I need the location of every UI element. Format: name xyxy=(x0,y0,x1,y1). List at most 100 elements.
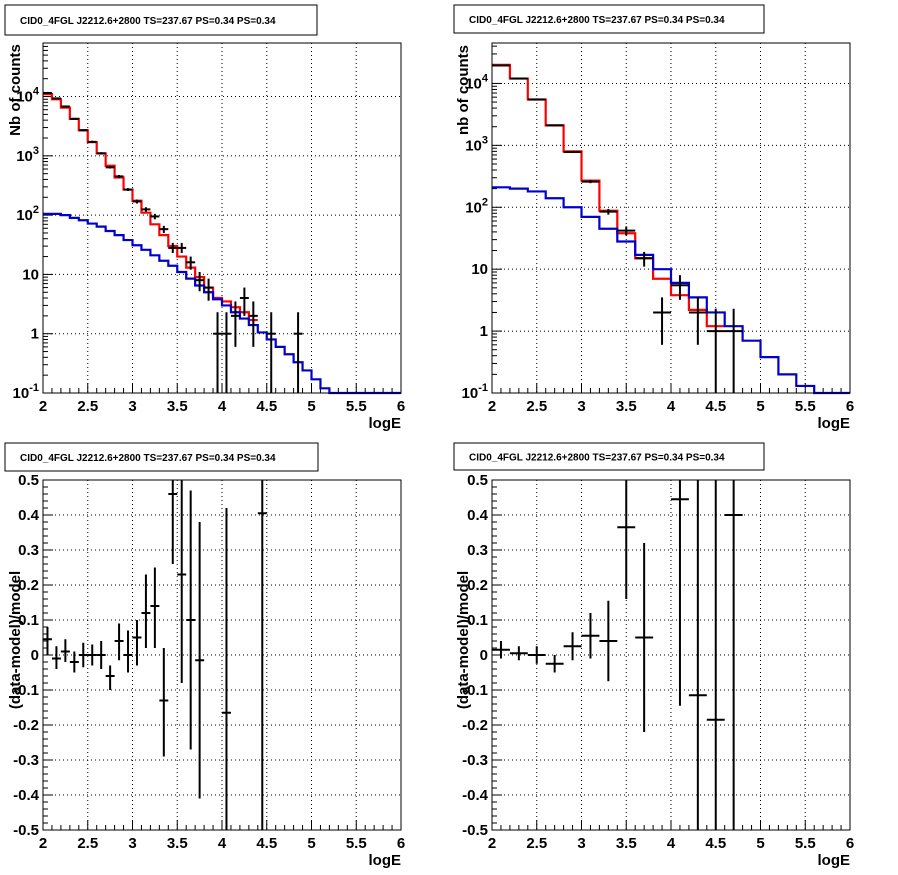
x-tick-label: 2.5 xyxy=(526,835,547,852)
x-axis-title: logE xyxy=(369,852,402,869)
data-point xyxy=(204,278,214,301)
data-point xyxy=(60,639,70,662)
data-point xyxy=(509,77,528,80)
data-point xyxy=(527,98,546,101)
x-tick-label: 2.5 xyxy=(77,398,98,415)
data-point xyxy=(105,166,115,169)
data-point xyxy=(617,480,636,599)
x-tick-label: 4 xyxy=(218,398,227,415)
y-tick-label: 0.5 xyxy=(467,472,488,489)
data-point xyxy=(599,600,618,682)
data-point xyxy=(195,271,205,292)
data-point xyxy=(545,124,564,127)
x-tick-label: 2 xyxy=(39,398,47,415)
data-point xyxy=(51,646,61,669)
y-tick-label: -0.2 xyxy=(13,717,39,734)
x-tick-label: 4.5 xyxy=(256,835,277,852)
x-tick-label: 4 xyxy=(218,835,227,852)
data-point xyxy=(150,213,160,220)
chart-title: CID0_4FGL J2212.6+2800 TS=237.67 PS=0.34… xyxy=(469,15,725,26)
data-point xyxy=(563,151,582,154)
data-point xyxy=(222,312,231,393)
data-point xyxy=(105,665,115,690)
chart-panel-4: CID0_4FGL J2212.6+2800 TS=237.67 PS=0.34… xyxy=(453,442,854,869)
y-tick-label: -0.1 xyxy=(462,682,488,699)
data-point xyxy=(123,630,133,673)
plot-frame xyxy=(491,479,851,831)
x-tick-label: 5.5 xyxy=(795,398,816,415)
data-point xyxy=(222,508,231,830)
data-point xyxy=(492,64,510,67)
data-point xyxy=(177,480,187,683)
x-axis-title: logE xyxy=(818,415,851,432)
title-box xyxy=(453,442,765,471)
data-point xyxy=(186,256,196,270)
data-point xyxy=(688,297,707,345)
data-point xyxy=(635,543,654,732)
chart-panel-2: CID0_4FGL J2212.6+2800 TS=237.67 PS=0.34… xyxy=(453,4,854,432)
y-tick-label: -0.3 xyxy=(13,752,39,769)
x-tick-label: 2 xyxy=(488,835,496,852)
y-tick-label: 10 xyxy=(22,266,39,283)
chart-panel-1: CID0_4FGL J2212.6+2800 TS=237.67 PS=0.34… xyxy=(4,4,405,432)
data-point xyxy=(96,641,106,669)
y-tick-label: 0.4 xyxy=(467,507,489,524)
chart-title: CID0_4FGL J2212.6+2800 TS=237.67 PS=0.34… xyxy=(20,16,276,27)
x-tick-label: 4 xyxy=(667,835,676,852)
x-axis-title: logE xyxy=(818,852,851,869)
x-tick-label: 6 xyxy=(846,398,854,415)
y-tick-label: 1 xyxy=(31,326,39,343)
data-point xyxy=(96,152,106,155)
plot-frame xyxy=(42,42,402,394)
x-tick-label: 6 xyxy=(846,835,854,852)
data-point xyxy=(51,97,61,100)
x-tick-label: 3 xyxy=(577,398,585,415)
x-tick-label: 4 xyxy=(667,398,676,415)
x-tick-label: 3 xyxy=(128,398,136,415)
y-tick-label: -0.3 xyxy=(462,752,488,769)
x-tick-label: 3.5 xyxy=(167,835,188,852)
y-tick-label: -0.2 xyxy=(462,717,488,734)
y-tick-label: 1 xyxy=(480,323,488,340)
y-tick-label: -0.5 xyxy=(462,822,488,839)
data-point xyxy=(257,480,267,830)
data-point xyxy=(159,648,169,757)
title-box xyxy=(453,4,765,34)
y-tick-label: 0.1 xyxy=(467,612,488,629)
y-tick-label: 0.5 xyxy=(18,472,39,489)
series-2-histogram xyxy=(43,212,401,395)
data-point xyxy=(724,308,743,393)
y-tick-label: 0.3 xyxy=(467,542,488,559)
y-tick-label: 0 xyxy=(480,647,488,664)
data-point xyxy=(60,105,70,108)
y-tick-label: 0.1 xyxy=(18,612,39,629)
x-tick-label: 2.5 xyxy=(526,398,547,415)
data-point xyxy=(617,226,636,236)
data-point xyxy=(195,522,205,799)
data-point xyxy=(563,632,582,661)
y-axis-title: (data-model)/model xyxy=(7,571,24,709)
data-point xyxy=(132,199,142,204)
data-point xyxy=(671,275,689,300)
data-point xyxy=(581,613,600,659)
data-point xyxy=(69,117,79,120)
data-point xyxy=(248,301,258,347)
x-tick-label: 3.5 xyxy=(167,398,188,415)
y-axis-title: (data-model)/model xyxy=(455,571,472,709)
y-tick-label: 0 xyxy=(31,647,39,664)
data-point xyxy=(150,567,160,648)
x-tick-label: 3 xyxy=(128,835,136,852)
data-point xyxy=(581,180,600,184)
x-tick-label: 4.5 xyxy=(705,398,726,415)
y-tick-label: 10-1 xyxy=(462,382,488,402)
x-axis-title: logE xyxy=(369,415,402,432)
y-axis-title: nb of counts xyxy=(455,45,472,135)
data-point xyxy=(141,574,151,648)
y-tick-label: 0.3 xyxy=(18,542,39,559)
data-point xyxy=(671,480,689,706)
y-tick-label: 103 xyxy=(16,145,39,165)
data-point xyxy=(177,242,187,253)
y-tick-label: -0.4 xyxy=(462,787,489,804)
data-point xyxy=(87,644,97,666)
data-point xyxy=(293,312,303,393)
